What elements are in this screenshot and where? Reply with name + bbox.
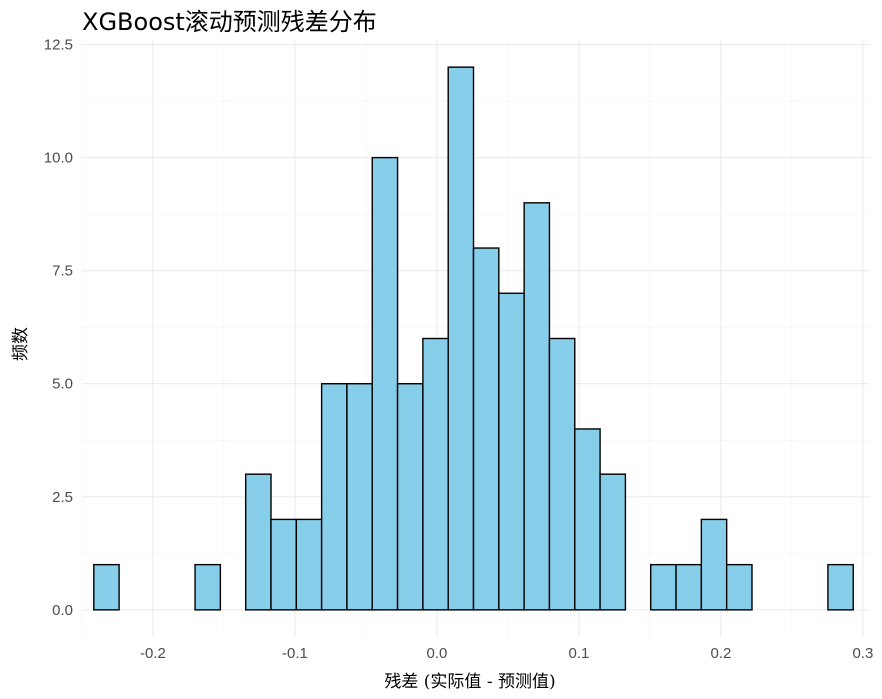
y-tick-label: 7.5 bbox=[52, 263, 73, 280]
x-tick-label: 0.2 bbox=[710, 645, 731, 662]
y-axis-title: 频数 bbox=[11, 327, 31, 361]
x-axis-title: 残差 (实际值 - 预测值) bbox=[384, 672, 555, 692]
x-tick-label: 0.1 bbox=[569, 645, 590, 662]
histogram-bar-7 bbox=[270, 518, 298, 611]
histogram-bar-29 bbox=[827, 563, 854, 611]
histogram-bar-4 bbox=[194, 563, 222, 611]
histogram-bar-16 bbox=[498, 292, 525, 611]
y-tick-label: 10.0 bbox=[44, 150, 73, 167]
y-tick-label: 5.0 bbox=[52, 376, 73, 393]
histogram-bar-12 bbox=[396, 383, 424, 611]
histogram-bar-15 bbox=[472, 247, 500, 611]
x-tick-label: -0.1 bbox=[282, 645, 308, 662]
chart-title: XGBoost滚动预测残差分布 bbox=[82, 8, 377, 36]
y-tick-label: 0.0 bbox=[52, 602, 73, 619]
x-tick-labels: -0.2 -0.1 0.0 0.1 0.2 0.3 bbox=[140, 645, 873, 662]
histogram-bar-11 bbox=[371, 156, 399, 611]
histogram-bar-23 bbox=[675, 563, 703, 611]
histogram-bar-22 bbox=[650, 563, 677, 611]
x-tick-label: 0.0 bbox=[427, 645, 448, 662]
histogram-bar-18 bbox=[548, 337, 576, 611]
histogram-bar-17 bbox=[523, 202, 551, 611]
histogram-bar-14 bbox=[447, 66, 475, 611]
bars bbox=[93, 66, 854, 611]
histogram-bar-8 bbox=[295, 518, 323, 611]
histogram-bar-0 bbox=[93, 563, 120, 611]
histogram-bar-6 bbox=[244, 473, 272, 611]
y-tick-label: 12.5 bbox=[44, 37, 73, 54]
histogram-bar-10 bbox=[346, 383, 373, 611]
histogram-bar-20 bbox=[599, 473, 627, 611]
x-tick-label: -0.2 bbox=[140, 645, 166, 662]
histogram-bar-25 bbox=[725, 563, 753, 611]
y-tick-label: 2.5 bbox=[52, 489, 73, 506]
histogram-bar-24 bbox=[700, 518, 728, 611]
x-tick-label: 0.3 bbox=[852, 645, 873, 662]
histogram-bar-13 bbox=[422, 337, 449, 611]
histogram-bar-19 bbox=[574, 428, 601, 611]
y-tick-labels: 0.0 2.5 5.0 7.5 10.0 12.5 bbox=[44, 37, 73, 619]
histogram-bar-9 bbox=[320, 383, 348, 611]
